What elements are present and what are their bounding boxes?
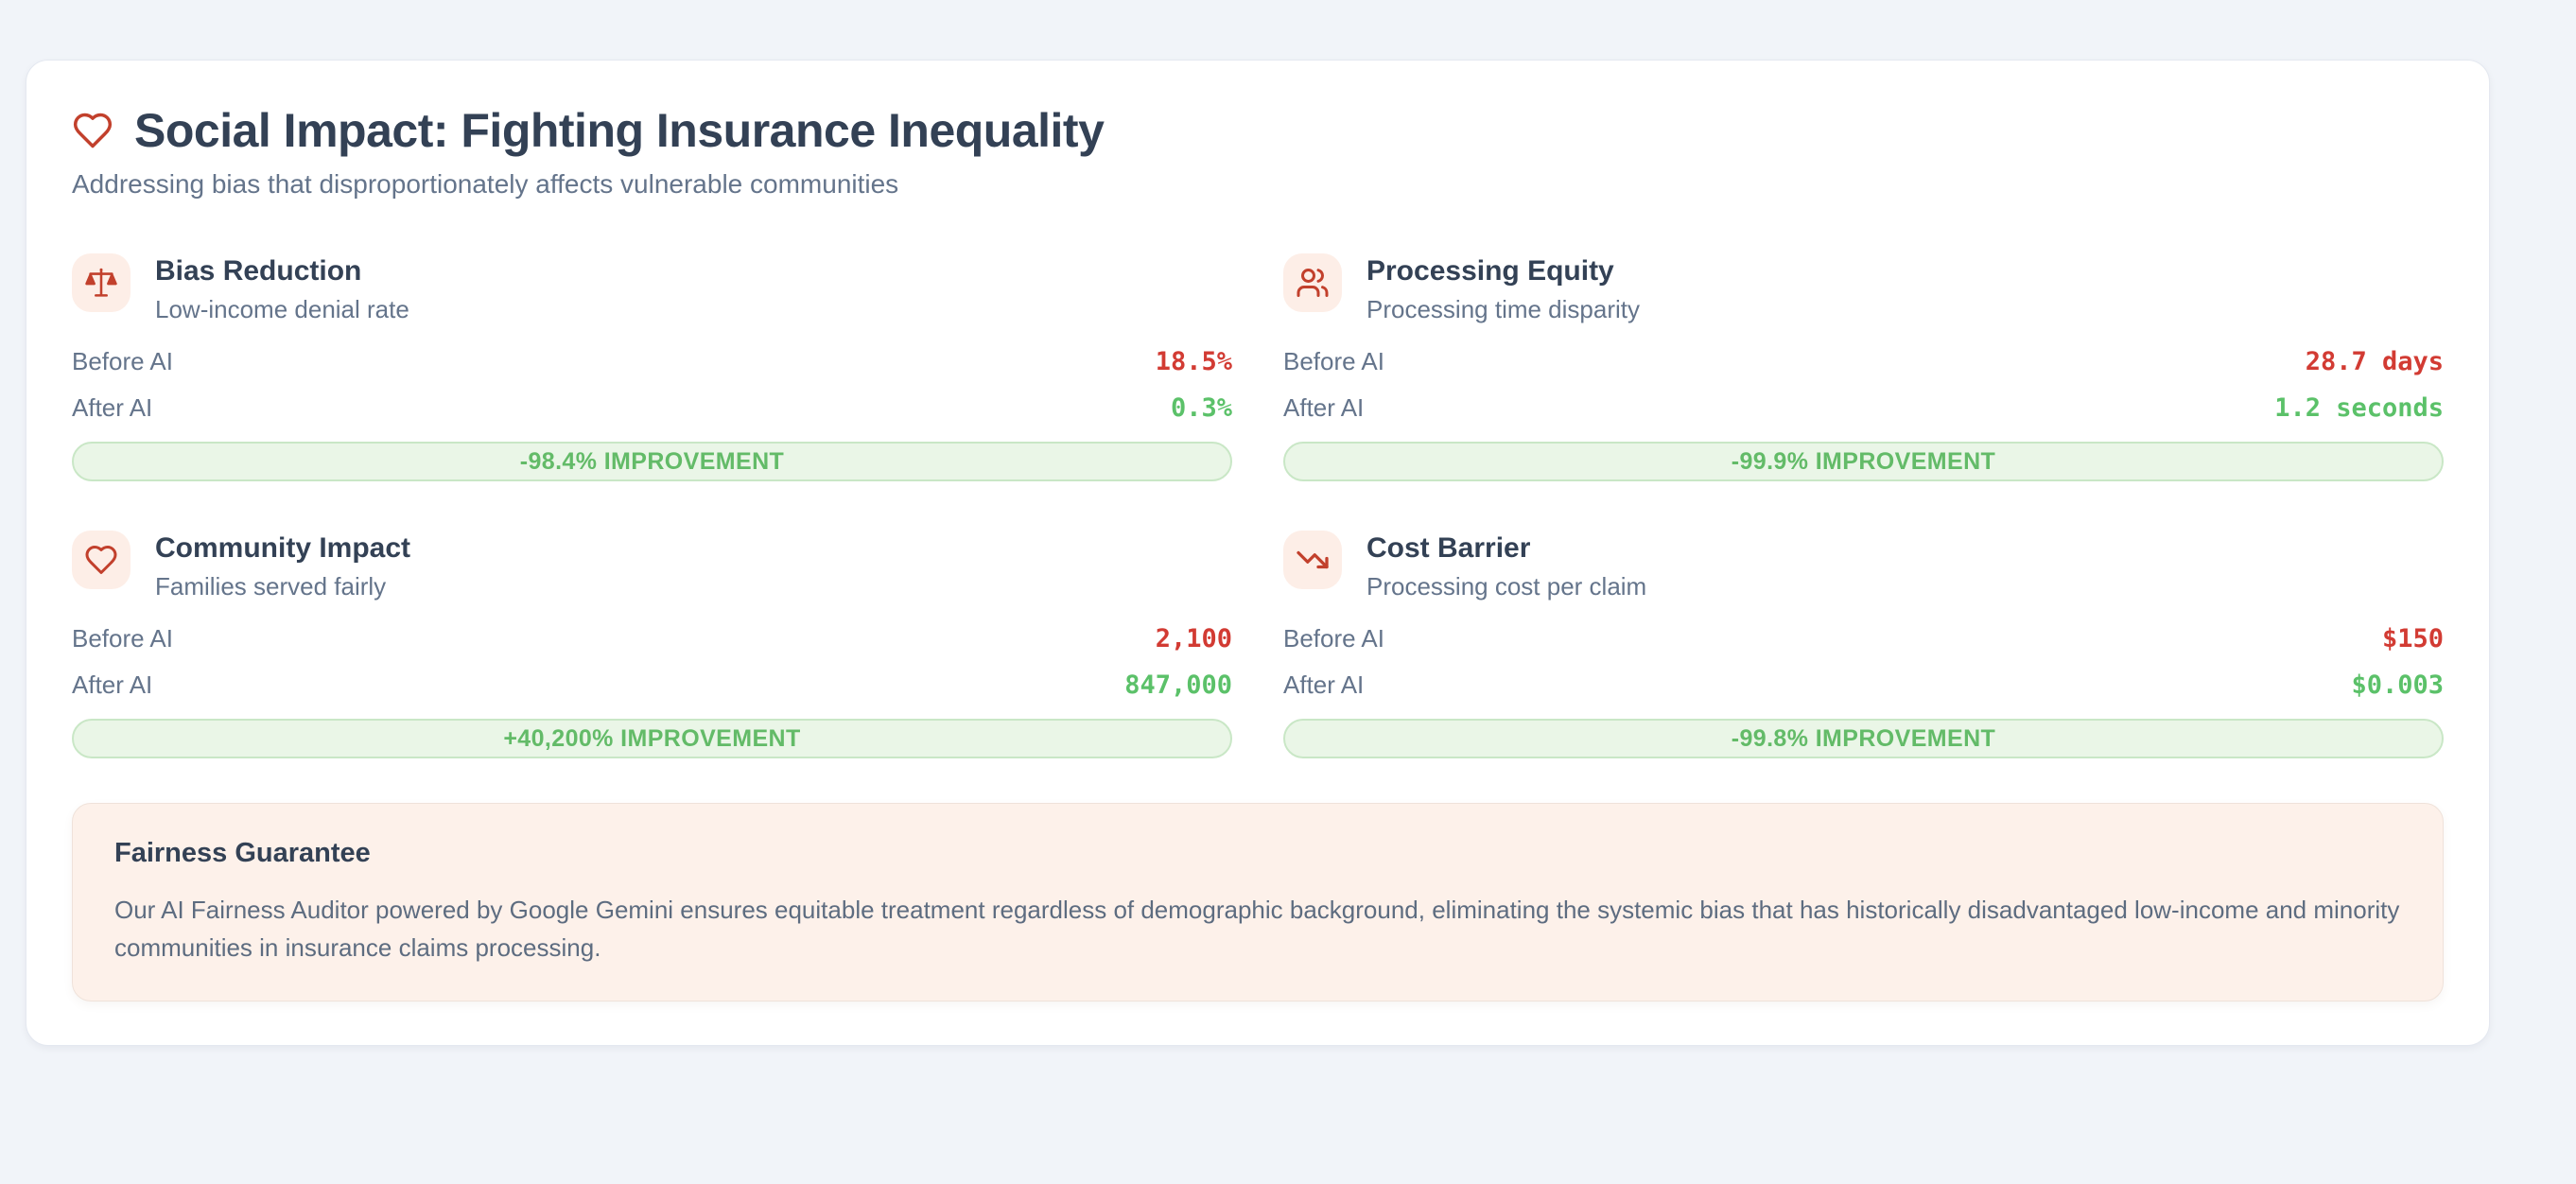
metric-subtitle: Processing time disparity — [1366, 295, 1640, 323]
before-ai-label: Before AI — [72, 346, 173, 375]
before-ai-value: 2,100 — [1155, 623, 1232, 653]
before-ai-label: Before AI — [1283, 346, 1384, 375]
heart-icon — [73, 113, 113, 148]
before-ai-value: $150 — [2381, 623, 2444, 653]
before-ai-row: Before AI 18.5% — [72, 344, 1232, 378]
improvement-badge: +40,200% IMPROVEMENT — [72, 719, 1232, 758]
after-ai-row: After AI 0.3% — [72, 391, 1232, 425]
metrics-grid: Bias Reduction Low-income denial rate Be… — [72, 253, 2444, 758]
before-ai-value: 28.7 days — [2305, 346, 2444, 376]
metric-title: Cost Barrier — [1366, 532, 1531, 564]
after-ai-value: 1.2 seconds — [2274, 392, 2444, 423]
after-ai-value: 847,000 — [1124, 670, 1232, 700]
page-subtitle: Addressing bias that disproportionately … — [72, 169, 899, 199]
after-ai-row: After AI $0.003 — [1283, 668, 2444, 702]
metric-card-community-impact: Community Impact Families served fairly … — [72, 531, 1232, 758]
after-ai-label: After AI — [72, 670, 153, 699]
improvement-badge: -98.4% IMPROVEMENT — [72, 442, 1232, 481]
improvement-badge: -99.9% IMPROVEMENT — [1283, 442, 2444, 481]
metric-card-processing-equity: Processing Equity Processing time dispar… — [1283, 253, 2444, 481]
before-ai-value: 18.5% — [1155, 346, 1232, 376]
trending-down-icon — [1283, 531, 1342, 589]
heart-icon — [72, 531, 131, 589]
metric-title: Bias Reduction — [155, 255, 362, 287]
users-icon — [1283, 253, 1342, 312]
after-ai-label: After AI — [1283, 670, 1365, 699]
after-ai-label: After AI — [72, 392, 153, 422]
social-impact-card: Social Impact: Fighting Insurance Inequa… — [26, 60, 2490, 1046]
metric-title: Community Impact — [155, 532, 411, 564]
metric-card-cost-barrier: Cost Barrier Processing cost per claim B… — [1283, 531, 2444, 758]
metric-subtitle: Families served fairly — [155, 572, 387, 601]
page-title: Social Impact: Fighting Insurance Inequa… — [134, 104, 1105, 157]
after-ai-value: 0.3% — [1170, 392, 1232, 423]
scale-icon — [72, 253, 131, 312]
metric-title: Processing Equity — [1366, 255, 1614, 287]
after-ai-row: After AI 847,000 — [72, 668, 1232, 702]
card-header: Social Impact: Fighting Insurance Inequa… — [72, 102, 2444, 159]
improvement-badge: -99.8% IMPROVEMENT — [1283, 719, 2444, 758]
fairness-title: Fairness Guarantee — [114, 838, 371, 868]
before-ai-label: Before AI — [1283, 623, 1384, 653]
fairness-body: Our AI Fairness Auditor powered by Googl… — [114, 896, 2400, 962]
fairness-guarantee-box: Fairness Guarantee Our AI Fairness Audit… — [72, 803, 2444, 1001]
after-ai-label: After AI — [1283, 392, 1365, 422]
metric-subtitle: Low-income denial rate — [155, 295, 409, 323]
before-ai-row: Before AI $150 — [1283, 621, 2444, 655]
before-ai-label: Before AI — [72, 623, 173, 653]
before-ai-row: Before AI 28.7 days — [1283, 344, 2444, 378]
after-ai-row: After AI 1.2 seconds — [1283, 391, 2444, 425]
before-ai-row: Before AI 2,100 — [72, 621, 1232, 655]
metric-card-bias-reduction: Bias Reduction Low-income denial rate Be… — [72, 253, 1232, 481]
after-ai-value: $0.003 — [2351, 670, 2444, 700]
metric-subtitle: Processing cost per claim — [1366, 572, 1647, 601]
